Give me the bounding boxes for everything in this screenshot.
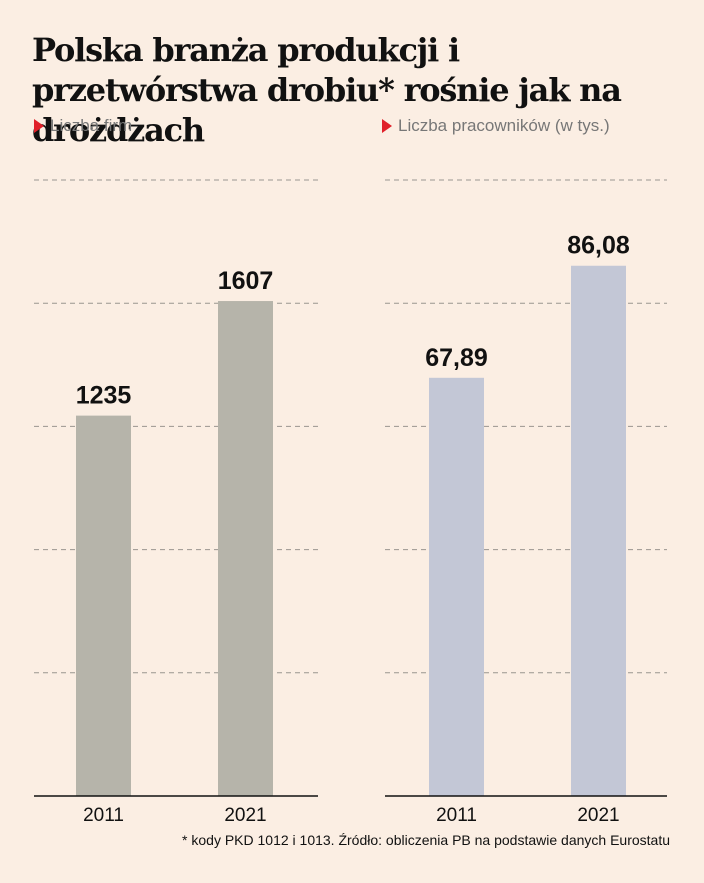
triangle-marker-icon — [34, 119, 44, 133]
panel-label-employees-text: Liczba pracowników (w tys.) — [398, 116, 610, 135]
x-tick-label: 2011 — [83, 805, 124, 826]
x-tick-label: 2011 — [436, 805, 477, 826]
panel-label-firms-text: Liczba firm — [50, 116, 133, 135]
x-tick-label: 2021 — [224, 805, 266, 826]
data-label: 67,89 — [425, 344, 488, 372]
bar — [76, 415, 131, 796]
data-label: 1607 — [218, 267, 274, 295]
panel-label-employees: Liczba pracowników (w tys.) — [382, 116, 610, 136]
bar — [218, 301, 273, 796]
bar — [571, 265, 626, 796]
chart-title: Polska branża produkcji i przetwórstwa d… — [32, 31, 622, 149]
x-tick-label: 2021 — [577, 805, 619, 826]
data-label: 1235 — [76, 382, 132, 410]
data-label: 86,08 — [567, 232, 630, 260]
triangle-marker-icon — [382, 119, 392, 133]
bar — [429, 377, 484, 796]
panel-label-firms: Liczba firm — [34, 116, 132, 136]
footnote: * kody PKD 1012 i 1013. Źródło: obliczen… — [182, 832, 670, 848]
